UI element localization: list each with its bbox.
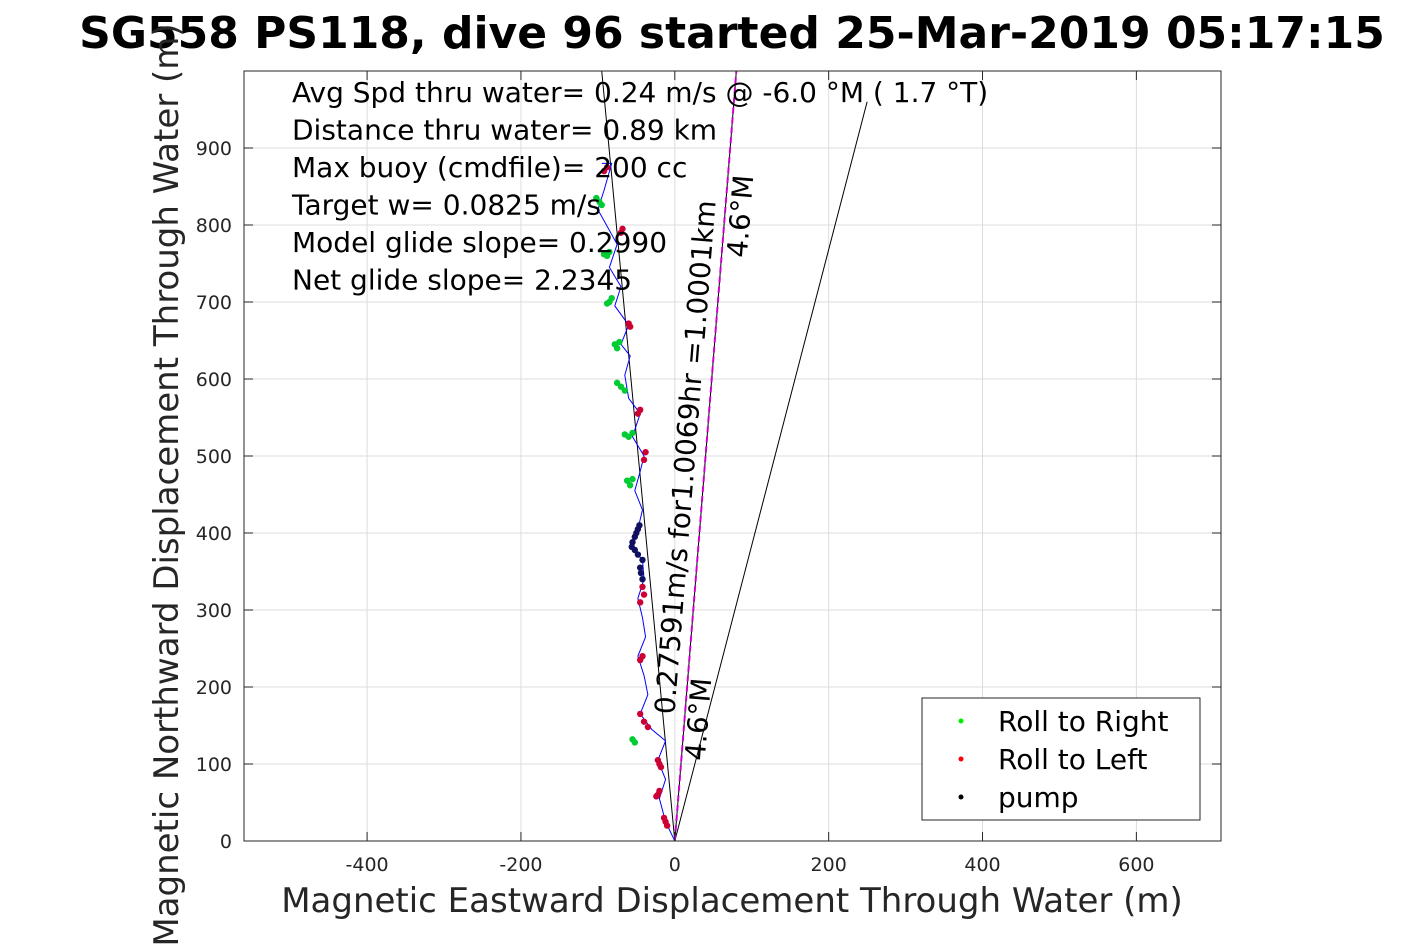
series-point	[593, 194, 600, 202]
series-point	[640, 718, 648, 725]
y-tick-label: 0	[220, 831, 232, 853]
track-line	[597, 162, 676, 842]
x-tick-label: 400	[964, 854, 1000, 876]
series-point	[598, 201, 605, 209]
y-tick-label: 800	[196, 215, 232, 237]
legend-marker	[958, 756, 964, 762]
y-tick-label: 600	[196, 369, 232, 391]
series-point	[636, 710, 644, 718]
series-point	[663, 822, 671, 829]
y-tick-label: 400	[196, 523, 232, 545]
series-point	[621, 431, 628, 438]
series-point	[613, 379, 621, 387]
legend-marker	[958, 794, 964, 800]
y-axis-label: Magnetic Northward Displacement Through …	[147, 23, 187, 945]
series-point	[636, 599, 644, 606]
series-point	[642, 448, 649, 456]
series-roll-to-left	[600, 164, 671, 829]
annotation-line: Max buoy (cmdfile)= 200 cc	[292, 151, 687, 184]
series-point	[626, 482, 634, 489]
series-point	[637, 569, 645, 577]
x-axis-label: Magnetic Eastward Displacement Through W…	[281, 881, 1183, 921]
series-point	[600, 251, 608, 258]
chart-title: SG558 PS118, dive 96 started 25-Mar-2019…	[79, 8, 1385, 59]
x-tick-label: -400	[346, 854, 389, 876]
heading-label-lower: 4.6°M	[679, 677, 719, 762]
reference-line	[673, 70, 738, 842]
series-roll-to-right	[593, 194, 638, 746]
heading-label-upper: 4.6°M	[721, 174, 761, 259]
series-point	[603, 164, 611, 171]
series-point	[625, 320, 632, 327]
series-point	[619, 225, 626, 233]
series-point	[639, 576, 646, 583]
legend-label: Roll to Left	[998, 743, 1147, 776]
x-tick-label: 600	[1118, 854, 1154, 876]
series-point	[636, 656, 644, 664]
annotation-line: Distance thru water= 0.89 km	[292, 114, 717, 147]
annotation-line: Target w= 0.0825 m/s	[291, 189, 601, 222]
series-point	[608, 294, 615, 302]
series-pump	[628, 522, 646, 583]
y-tick-label: 200	[196, 677, 232, 699]
plot-area: -400 -200 0 200 400 600 0 100 200 300 400 500 600 700…	[196, 70, 1222, 876]
series-point	[640, 456, 648, 464]
series-point	[629, 429, 636, 437]
series-point	[654, 756, 662, 764]
series-point	[660, 814, 668, 822]
series-point	[631, 739, 638, 746]
series-point	[621, 387, 628, 394]
series-point	[629, 475, 636, 483]
x-tick-label: 0	[669, 854, 681, 876]
y-tick-label: 700	[196, 292, 232, 314]
y-tick-label: 300	[196, 600, 232, 622]
legend-label: pump	[998, 781, 1079, 814]
series-point	[639, 556, 646, 564]
series-point	[636, 406, 644, 413]
legend: Roll to Right Roll to Left pump	[921, 697, 1201, 821]
series-point	[606, 248, 613, 256]
series-point	[603, 300, 611, 307]
series-point	[636, 564, 644, 571]
y-tick-label: 900	[196, 138, 232, 160]
reference-line	[674, 101, 868, 842]
y-tick-label: 500	[196, 446, 232, 468]
y-tick-label: 100	[196, 754, 232, 776]
series-point	[636, 522, 643, 529]
reference-line	[601, 70, 676, 842]
series-point	[657, 763, 665, 771]
annotation-line: Avg Spd thru water= 0.24 m/s @ -6.0 °M (…	[292, 76, 988, 109]
series-point	[653, 793, 660, 800]
legend-marker	[958, 718, 964, 724]
series-point	[644, 723, 652, 731]
series-point	[656, 787, 663, 795]
x-tick-label: 200	[811, 854, 847, 876]
series-point	[640, 591, 648, 598]
annotation-line: Model glide slope= 0.2990	[292, 226, 667, 259]
series-point	[639, 583, 646, 591]
series-point	[634, 551, 642, 558]
series-point	[629, 539, 636, 546]
legend-box	[921, 697, 1201, 821]
annotation-line: Net glide slope= 2.2345	[292, 264, 632, 297]
legend-label: Roll to Right	[998, 705, 1169, 738]
x-tick-label: -200	[499, 854, 542, 876]
series-point	[623, 477, 631, 484]
series-point	[611, 341, 618, 348]
